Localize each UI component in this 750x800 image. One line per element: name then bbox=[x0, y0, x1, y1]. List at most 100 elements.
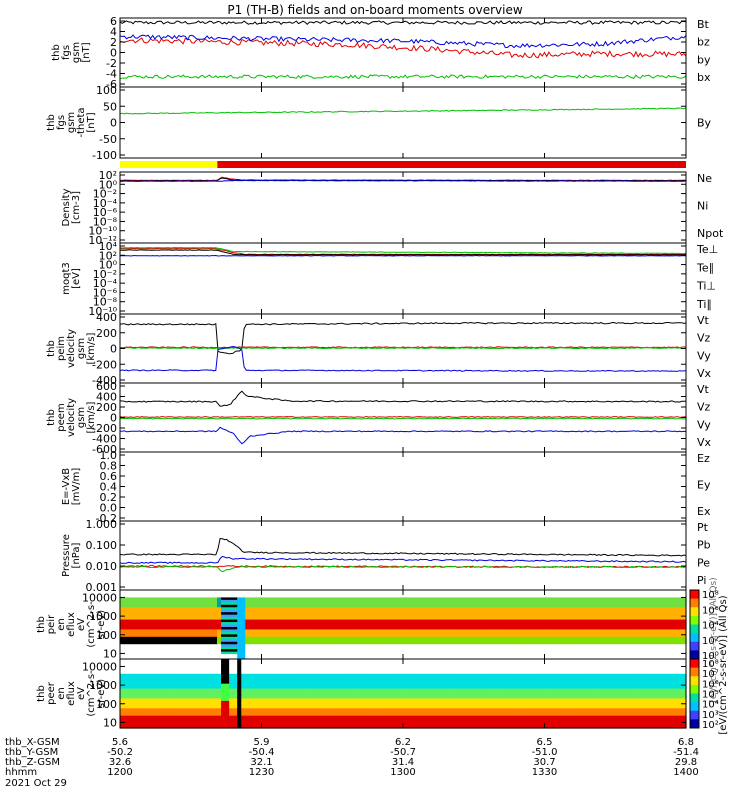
heatmap-cell bbox=[257, 629, 263, 633]
heatmap-cell bbox=[423, 614, 428, 618]
heatmap-cell bbox=[196, 614, 202, 618]
heatmap-cell bbox=[597, 592, 602, 596]
heatmap-cell bbox=[233, 590, 238, 594]
heatmap-cell bbox=[314, 646, 319, 650]
heatmap-cell bbox=[237, 592, 242, 596]
heatmap-cell bbox=[451, 644, 457, 648]
heatmap-cell bbox=[200, 604, 206, 608]
heatmap-cell bbox=[451, 624, 457, 628]
heatmap-cell bbox=[204, 691, 210, 695]
heatmap-cell bbox=[314, 607, 319, 611]
heatmap-cell bbox=[156, 693, 162, 697]
heatmap-cell bbox=[568, 597, 574, 601]
heatmap-cell bbox=[625, 622, 630, 626]
heatmap-cell bbox=[217, 644, 222, 648]
heatmap-cell bbox=[661, 639, 667, 643]
heatmap-cell bbox=[463, 649, 469, 653]
heatmap-cell bbox=[261, 654, 267, 658]
heatmap-cell bbox=[580, 622, 586, 626]
heatmap-cell bbox=[487, 644, 493, 648]
heatmap-cell bbox=[120, 698, 125, 702]
heatmap-cell bbox=[314, 656, 319, 660]
heatmap-cell bbox=[467, 641, 473, 645]
heatmap-cell bbox=[504, 649, 509, 653]
heatmap-cell bbox=[132, 594, 137, 598]
heatmap-cell bbox=[269, 636, 275, 640]
heatmap-cell bbox=[249, 612, 255, 616]
heatmap-cell bbox=[168, 602, 174, 606]
heatmap-cell bbox=[508, 604, 513, 608]
heatmap-cell bbox=[390, 594, 396, 598]
heatmap-cell bbox=[212, 631, 218, 635]
heatmap-cell bbox=[289, 614, 295, 618]
heatmap-cell bbox=[621, 602, 626, 606]
heatmap-cell bbox=[188, 715, 194, 719]
heatmap-cell bbox=[338, 656, 343, 660]
heatmap-cell bbox=[346, 594, 352, 598]
heatmap-cell bbox=[613, 626, 618, 631]
heatmap-cell bbox=[297, 614, 303, 618]
heatmap-cell bbox=[378, 604, 384, 608]
heatmap-cell bbox=[475, 609, 481, 613]
heatmap-cell bbox=[164, 698, 170, 702]
heatmap-cell bbox=[633, 644, 639, 648]
heatmap-cell bbox=[132, 622, 137, 626]
heatmap-cell bbox=[293, 636, 299, 640]
heatmap-cell bbox=[136, 636, 141, 640]
heatmap-cell bbox=[540, 597, 546, 601]
heatmap-cell bbox=[580, 607, 586, 611]
heatmap-cell bbox=[314, 624, 319, 628]
heatmap-cell bbox=[293, 631, 299, 635]
heatmap-cell bbox=[281, 644, 287, 648]
heatmap-cell bbox=[196, 700, 202, 704]
heatmap-cell bbox=[285, 590, 291, 594]
heatmap-cell bbox=[544, 629, 550, 633]
heatmap-cell bbox=[669, 641, 675, 645]
heatmap-cell bbox=[148, 634, 153, 638]
heatmap-cell bbox=[176, 651, 182, 655]
heatmap-cell bbox=[172, 617, 178, 621]
heatmap-cell bbox=[180, 715, 186, 719]
heatmap-cell bbox=[285, 622, 291, 626]
heatmap-cell bbox=[649, 646, 655, 650]
heatmap-cell bbox=[479, 622, 485, 626]
heatmap-cell bbox=[532, 634, 538, 638]
heatmap-cell bbox=[552, 636, 558, 640]
heatmap-cell bbox=[164, 646, 170, 650]
heatmap-cell bbox=[237, 644, 242, 648]
heatmap-cell bbox=[120, 676, 125, 680]
heatmap-cell bbox=[212, 644, 218, 648]
heatmap-cell bbox=[196, 659, 202, 663]
heatmap-cell bbox=[188, 626, 194, 631]
heatmap-cell bbox=[144, 708, 149, 712]
heatmap-cell bbox=[398, 612, 404, 616]
heatmap-cell bbox=[330, 599, 335, 603]
heatmap-cell bbox=[613, 617, 618, 621]
heatmap-cell bbox=[221, 602, 226, 606]
heatmap-cell bbox=[415, 594, 420, 598]
heatmap-cell bbox=[487, 599, 493, 603]
heatmap-cell bbox=[378, 649, 384, 653]
heatmap-cell bbox=[601, 590, 606, 594]
heatmap-cell bbox=[140, 713, 145, 717]
heatmap-cell bbox=[253, 594, 259, 598]
heatmap-cell bbox=[629, 631, 635, 635]
heatmap-cell bbox=[504, 624, 509, 628]
heatmap-cell bbox=[241, 639, 246, 643]
heatmap-cell bbox=[212, 592, 218, 596]
heatmap-cell bbox=[196, 602, 202, 606]
heatmap-cell bbox=[212, 723, 218, 727]
heatmap-cell bbox=[419, 636, 424, 640]
heatmap-cell bbox=[293, 639, 299, 643]
heatmap-cell bbox=[269, 599, 275, 603]
ytick-label: 10 bbox=[103, 647, 117, 660]
heatmap-cell bbox=[645, 644, 651, 648]
series-line-Pi bbox=[119, 555, 687, 564]
heatmap-cell bbox=[136, 639, 141, 643]
heatmap-cell bbox=[665, 629, 671, 633]
heatmap-cell bbox=[580, 641, 586, 645]
heatmap-cell bbox=[261, 626, 267, 631]
heatmap-cell bbox=[322, 594, 327, 598]
heatmap-cell bbox=[354, 646, 360, 650]
heatmap-cell bbox=[609, 654, 614, 658]
